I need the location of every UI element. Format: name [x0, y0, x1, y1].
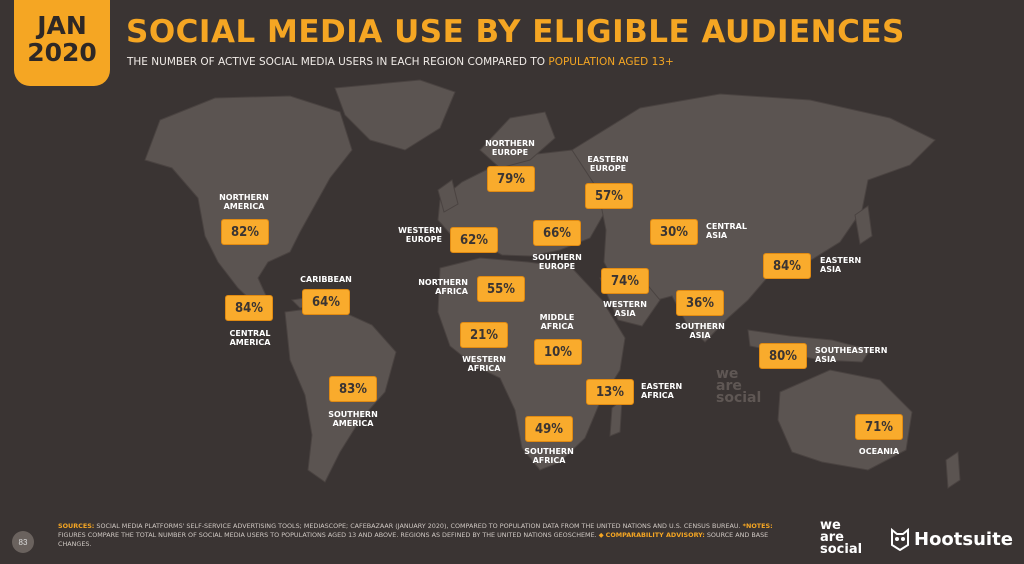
region-label-southern-africa: SOUTHERN AFRICA: [524, 447, 574, 465]
region-value-middle-africa: 10%: [534, 339, 582, 365]
region-label-southern-asia: SOUTHERN ASIA: [675, 322, 725, 340]
advisory-icon: ◆: [598, 531, 604, 539]
region-value-northern-europe: 79%: [487, 166, 535, 192]
advisory-label: COMPARABILITY ADVISORY:: [605, 531, 705, 539]
region-value-southeastern-asia: 80%: [759, 343, 807, 369]
region-label-central-asia: CENTRAL ASIA: [706, 222, 747, 240]
region-label-southern-america: SOUTHERN AMERICA: [328, 410, 378, 428]
region-label-eastern-africa: EASTERN AFRICA: [641, 382, 683, 400]
region-value-western-europe: 62%: [450, 227, 498, 253]
madagascar-shape: [609, 398, 623, 437]
sources-text: SOCIAL MEDIA PLATFORMS' SELF-SERVICE ADV…: [96, 522, 741, 530]
we-are-social-logo: we are social: [820, 518, 863, 557]
hootsuite-logo: Hootsuite: [914, 529, 1013, 550]
japan-shape: [854, 205, 873, 245]
region-value-eastern-asia: 84%: [763, 253, 811, 279]
we-are-social-watermark: we are social: [716, 366, 762, 406]
africa-shape: [437, 257, 626, 471]
sources-label: SOURCES:: [58, 522, 95, 530]
region-value-southern-asia: 36%: [676, 290, 724, 316]
region-label-western-africa: WESTERN AFRICA: [462, 355, 506, 373]
region-value-northern-america: 82%: [221, 219, 269, 245]
region-label-northern-america: NORTHERN AMERICA: [219, 193, 269, 211]
region-value-eastern-europe: 57%: [585, 183, 633, 209]
region-label-eastern-asia: EASTERN ASIA: [820, 256, 862, 274]
region-value-oceania: 71%: [855, 414, 903, 440]
region-label-middle-africa: MIDDLE AFRICA: [539, 313, 575, 331]
advisory-text: SOURCE AND BASE CHANGES.: [58, 531, 769, 548]
region-value-northern-africa: 55%: [477, 276, 525, 302]
region-value-southern-africa: 49%: [525, 416, 573, 442]
date-badge: JAN 2020: [14, 0, 110, 86]
greenland-shape: [334, 79, 456, 151]
region-value-eastern-africa: 13%: [586, 379, 634, 405]
region-label-caribbean: CARIBBEAN: [300, 275, 352, 284]
region-label-southeastern-asia: SOUTHEASTERN ASIA: [815, 346, 888, 364]
region-value-southern-america: 83%: [329, 376, 377, 402]
region-value-western-africa: 21%: [460, 322, 508, 348]
region-label-northern-europe: NORTHERN EUROPE: [485, 139, 535, 157]
region-value-western-asia: 74%: [601, 268, 649, 294]
notes-text: FIGURES COMPARE THE TOTAL NUMBER OF SOCI…: [58, 531, 597, 539]
date-month: JAN: [37, 11, 87, 40]
region-value-central-america: 84%: [225, 295, 273, 321]
region-label-central-america: CENTRAL AMERICA: [229, 329, 271, 347]
region-label-western-europe: WESTERN EUROPE: [398, 226, 442, 244]
page-title: SOCIAL MEDIA USE BY ELIGIBLE AUDIENCES: [126, 14, 905, 50]
region-value-central-asia: 30%: [650, 219, 698, 245]
region-value-caribbean: 64%: [302, 289, 350, 315]
footer-sources: SOURCES: SOCIAL MEDIA PLATFORMS' SELF-SE…: [58, 522, 798, 549]
subtitle-highlight: POPULATION AGED 13+: [548, 56, 674, 68]
notes-label: *NOTES:: [742, 522, 773, 530]
region-label-northern-africa: NORTHERN AFRICA: [418, 278, 468, 296]
australia-shape: [777, 369, 913, 471]
hootsuite-owl-icon: [891, 527, 909, 551]
date-year: 2020: [27, 38, 97, 67]
page-number: 83: [12, 531, 34, 553]
north-america-shape: [144, 95, 353, 305]
region-label-oceania: OCEANIA: [858, 447, 900, 456]
region-label-southern-europe: SOUTHERN EUROPE: [532, 253, 582, 271]
region-label-western-asia: WESTERN ASIA: [603, 300, 647, 318]
new-zealand-shape: [945, 451, 961, 489]
uk-shape: [437, 179, 459, 213]
region-value-southern-europe: 66%: [533, 220, 581, 246]
subtitle-main: THE NUMBER OF ACTIVE SOCIAL MEDIA USERS …: [127, 56, 549, 68]
region-label-eastern-europe: EASTERN EUROPE: [587, 155, 629, 173]
page-subtitle: THE NUMBER OF ACTIVE SOCIAL MEDIA USERS …: [127, 56, 674, 68]
